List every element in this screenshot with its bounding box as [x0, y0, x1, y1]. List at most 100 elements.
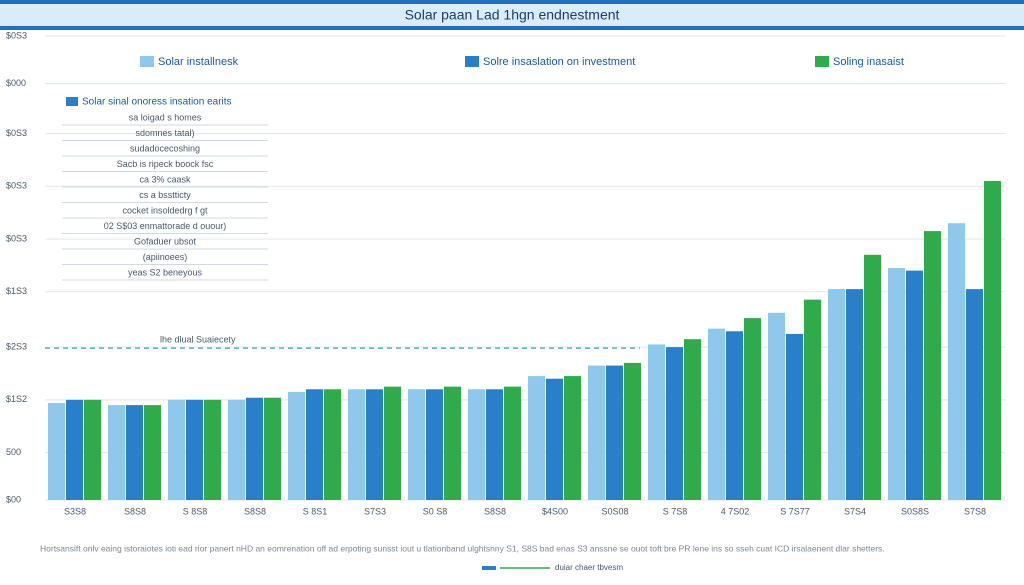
legend-label: Soling inasaist — [833, 56, 904, 68]
legend-swatch — [140, 56, 154, 67]
inset-line: sudadocecoshing — [130, 143, 200, 153]
bar — [948, 223, 965, 500]
bar — [108, 405, 125, 500]
inset-line: sdomnes tatal) — [135, 128, 194, 138]
inset-title: Solar sinal onoress insation earits — [82, 97, 232, 108]
bar — [306, 389, 323, 500]
x-tick-label: 4 7S02 — [721, 506, 750, 516]
inset-line: sa loigad s homes — [129, 112, 202, 122]
bar — [624, 362, 641, 500]
bar — [744, 318, 761, 500]
inset-line: Sacb is ripeck boock fsc — [117, 159, 214, 169]
inset-line: cs a bsstticty — [139, 190, 191, 200]
legend-swatch — [465, 56, 479, 67]
bar — [726, 331, 743, 500]
bar — [588, 365, 605, 500]
inset-line: 02 S$03 enmattorade d ouour) — [104, 221, 227, 231]
bar — [264, 397, 281, 500]
bar — [228, 399, 245, 500]
y-tick-label: $1S3 — [6, 286, 27, 296]
bar — [66, 399, 83, 500]
bar — [528, 376, 545, 500]
reference-label: lhe dlual Suaiecety — [160, 335, 236, 345]
x-tick-label: S7S4 — [844, 506, 866, 516]
chart-title: Solar paan Lad 1hgn endnestment — [405, 7, 620, 23]
bar — [966, 289, 983, 500]
x-tick-label: S 8S1 — [303, 506, 328, 516]
bar — [864, 254, 881, 500]
bar — [486, 389, 503, 500]
inset-line: cocket insoldedrg f gt — [122, 205, 208, 215]
x-tick-label: S3S8 — [64, 506, 86, 516]
footnote-legend: duiar chaer tbvesm — [555, 563, 623, 572]
bar — [888, 268, 905, 500]
x-tick-label: S8S8 — [244, 506, 266, 516]
inset-line: yeas S2 beneyous — [128, 267, 203, 277]
y-tick-label: $0S3 — [6, 30, 27, 40]
bar — [366, 389, 383, 500]
bar — [324, 389, 341, 500]
bar — [924, 231, 941, 500]
bar — [468, 389, 485, 500]
y-tick-label: $000 — [6, 78, 26, 88]
x-tick-label: S 7S77 — [780, 506, 810, 516]
y-tick-label: $00 — [6, 494, 21, 504]
bar — [246, 397, 263, 500]
bar — [606, 365, 623, 500]
bar — [144, 405, 161, 500]
bar — [444, 386, 461, 500]
y-tick-label: $0S3 — [6, 128, 27, 138]
bar — [426, 389, 443, 500]
bar — [984, 181, 1001, 500]
inset-panel — [60, 90, 270, 290]
x-tick-label: S 8S8 — [183, 506, 208, 516]
y-tick-label: $0S3 — [6, 181, 27, 191]
bar — [804, 299, 821, 500]
legend-label: Solre insaslation on investment — [483, 56, 635, 68]
bar — [288, 391, 305, 500]
bar — [684, 339, 701, 500]
x-tick-label: S 7S8 — [663, 506, 688, 516]
x-tick-label: S0S8S — [901, 506, 929, 516]
bar — [564, 376, 581, 500]
bar — [126, 405, 143, 500]
x-tick-label: S0 S8 — [423, 506, 448, 516]
x-tick-label: S8S8 — [484, 506, 506, 516]
x-tick-label: S0S08 — [601, 506, 628, 516]
bar — [906, 270, 923, 500]
bar — [168, 399, 185, 500]
bar — [768, 312, 785, 500]
y-tick-label: $1S2 — [6, 394, 27, 404]
bar — [546, 378, 563, 500]
inset-line: ca 3% caask — [139, 174, 191, 184]
x-tick-label: S7S8 — [964, 506, 986, 516]
x-tick-label: S7S3 — [364, 506, 386, 516]
bar — [48, 402, 65, 500]
y-tick-label: 500 — [6, 447, 21, 457]
footnote: Hortsansift onlv eaing istoraiotes ioti … — [40, 543, 885, 553]
bar — [648, 344, 665, 500]
x-tick-label: $4S00 — [542, 506, 568, 516]
inset-line: Gofaduer ubsot — [134, 236, 197, 246]
title-band — [0, 4, 1024, 26]
y-tick-label: $0S3 — [6, 233, 27, 243]
inset-swatch — [66, 97, 78, 106]
legend-label: Solar installnesk — [158, 56, 239, 68]
bar — [186, 399, 203, 500]
bar — [846, 289, 863, 500]
inset-line: (apiinoees) — [143, 252, 188, 262]
footnote-swatch — [482, 566, 496, 570]
y-tick-label: $2S3 — [6, 341, 27, 351]
legend-swatch — [815, 56, 829, 67]
bar — [348, 389, 365, 500]
bar — [408, 389, 425, 500]
x-tick-label: S8S8 — [124, 506, 146, 516]
bar — [84, 399, 101, 500]
bar — [666, 347, 683, 500]
bar — [384, 386, 401, 500]
bar — [828, 289, 845, 500]
bar — [204, 399, 221, 500]
bar — [504, 386, 521, 500]
bar — [786, 333, 803, 500]
